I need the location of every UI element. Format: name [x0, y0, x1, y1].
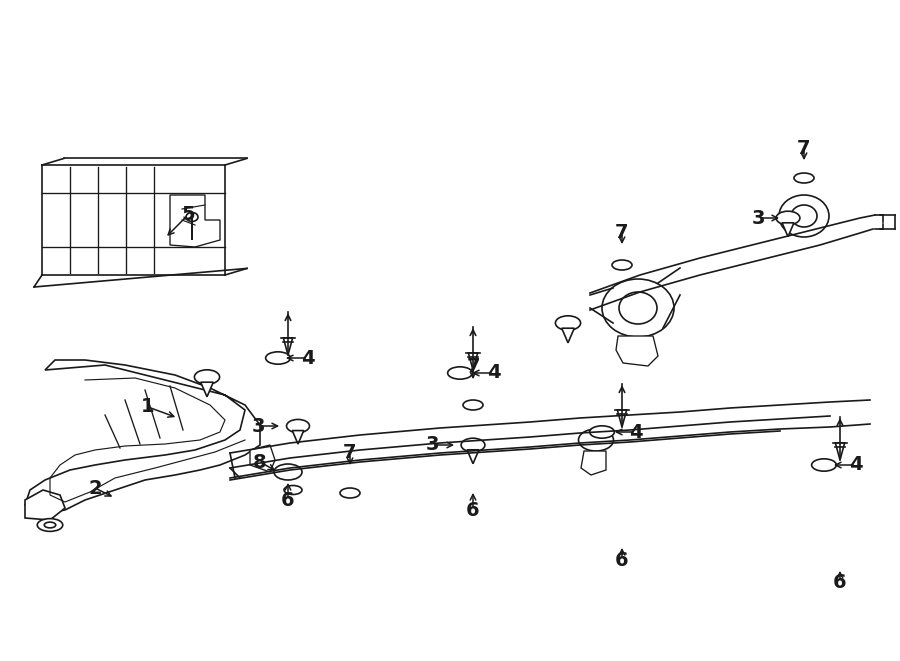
Text: 4: 4 — [487, 364, 500, 383]
Polygon shape — [250, 445, 275, 472]
Polygon shape — [581, 451, 606, 475]
Text: 6: 6 — [281, 490, 295, 510]
Text: 1: 1 — [141, 397, 155, 416]
Ellipse shape — [284, 485, 302, 494]
Text: 3: 3 — [425, 436, 439, 455]
Ellipse shape — [340, 488, 360, 498]
Ellipse shape — [612, 260, 632, 270]
Text: 7: 7 — [466, 358, 480, 377]
Text: 7: 7 — [343, 444, 356, 463]
Polygon shape — [468, 353, 478, 370]
Text: 4: 4 — [850, 455, 863, 475]
Polygon shape — [782, 223, 794, 237]
Ellipse shape — [555, 316, 580, 330]
Polygon shape — [835, 443, 844, 460]
Ellipse shape — [274, 464, 302, 480]
Polygon shape — [201, 382, 213, 397]
Text: 5: 5 — [181, 206, 194, 225]
Ellipse shape — [461, 438, 485, 452]
Text: 2: 2 — [88, 479, 102, 498]
Ellipse shape — [194, 369, 220, 384]
Ellipse shape — [812, 459, 836, 471]
Polygon shape — [25, 490, 65, 520]
Polygon shape — [25, 360, 260, 515]
Text: 8: 8 — [253, 453, 266, 471]
Polygon shape — [617, 410, 626, 427]
Text: 6: 6 — [616, 551, 629, 570]
Ellipse shape — [590, 426, 615, 438]
Text: 6: 6 — [833, 572, 847, 592]
Ellipse shape — [579, 429, 614, 451]
Ellipse shape — [619, 292, 657, 324]
Ellipse shape — [791, 205, 817, 227]
Text: 4: 4 — [629, 422, 643, 442]
Ellipse shape — [186, 212, 198, 221]
Ellipse shape — [794, 173, 814, 183]
Ellipse shape — [776, 212, 800, 225]
Ellipse shape — [44, 522, 56, 528]
Text: 4: 4 — [302, 348, 315, 368]
Polygon shape — [292, 430, 303, 444]
Polygon shape — [170, 195, 220, 247]
Polygon shape — [467, 449, 479, 464]
Ellipse shape — [602, 279, 674, 337]
Ellipse shape — [266, 352, 291, 364]
Ellipse shape — [447, 367, 473, 379]
Text: 3: 3 — [251, 416, 265, 436]
Ellipse shape — [463, 400, 483, 410]
Polygon shape — [616, 336, 658, 366]
Text: 6: 6 — [466, 500, 480, 520]
Ellipse shape — [779, 195, 829, 237]
Polygon shape — [562, 329, 574, 343]
Text: 7: 7 — [616, 223, 629, 241]
Ellipse shape — [286, 420, 310, 432]
Ellipse shape — [37, 519, 63, 531]
Text: 7: 7 — [797, 139, 811, 157]
Text: 3: 3 — [752, 208, 765, 227]
Polygon shape — [284, 338, 292, 355]
